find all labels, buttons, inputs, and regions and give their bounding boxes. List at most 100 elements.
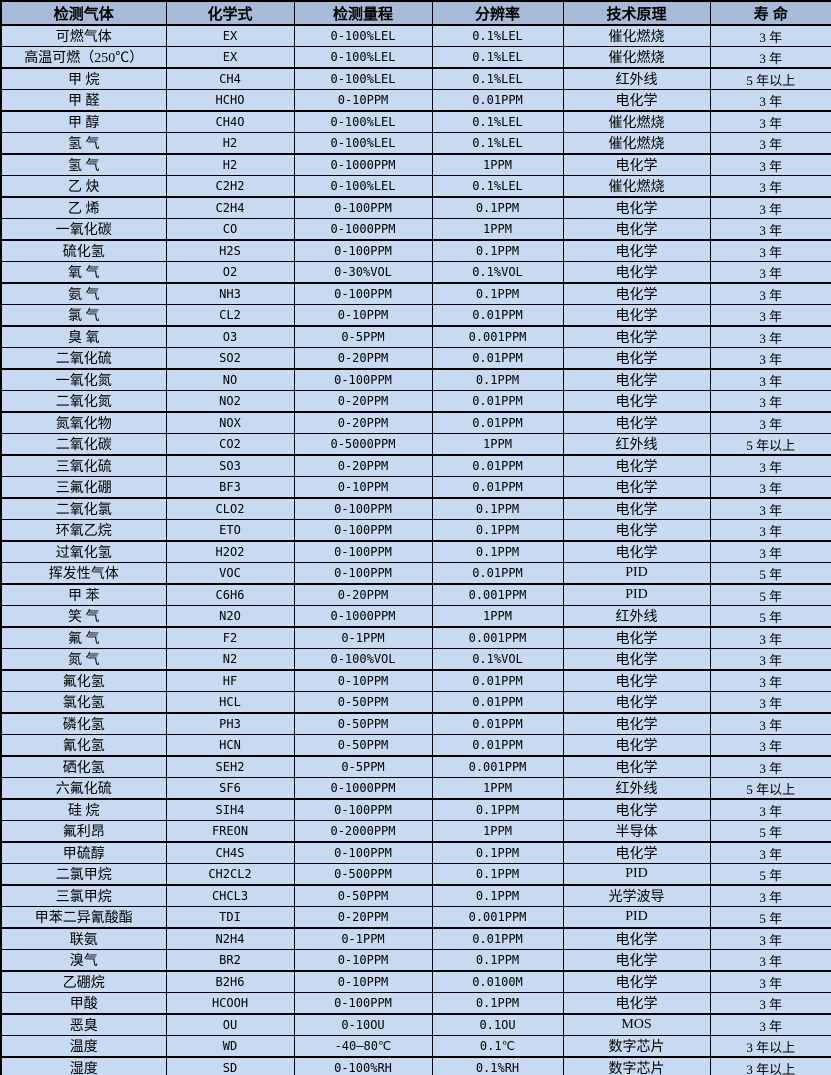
resolution-cell: 0.01PPM <box>431 89 564 112</box>
detection-range-cell: 0-20PPM <box>293 906 433 929</box>
resolution-cell: 0.1%VOL <box>431 648 564 671</box>
table-row: 温度 WD -40—80℃ 0.1℃ 数字芯片 3 年以上 <box>0 1035 831 1058</box>
detection-range-cell: 0-100%LEL <box>293 110 433 133</box>
lifespan-cell: 5 年以上 <box>709 67 831 90</box>
gas-name-cell: 氯 气 <box>0 304 167 327</box>
gas-name-cell: 挥发性气体 <box>0 562 167 585</box>
lifespan-cell: 3 年 <box>709 347 831 370</box>
lifespan-cell: 5 年以上 <box>709 777 831 800</box>
chemical-formula-cell: NO2 <box>165 390 295 413</box>
lifespan-cell: 3 年 <box>709 519 831 542</box>
table-row: 乙 炔 C2H2 0-100%LEL 0.1%LEL 催化燃烧 3 年 <box>0 175 831 198</box>
chemical-formula-cell: C6H6 <box>165 583 295 606</box>
resolution-cell: 0.1%LEL <box>431 46 564 69</box>
chemical-formula-cell: CH4S <box>165 841 295 864</box>
chemical-formula-cell: C2H2 <box>165 175 295 198</box>
lifespan-cell: 3 年 <box>709 175 831 198</box>
detection-range-cell: 0-100%VOL <box>293 648 433 671</box>
table-row: 氮 气 N2 0-100%VOL 0.1%VOL 电化学 3 年 <box>0 648 831 671</box>
gas-name-cell: 甲酸 <box>0 992 167 1015</box>
technology-principle-cell: 电化学 <box>562 454 711 477</box>
gas-name-cell: 磷化氢 <box>0 712 167 735</box>
gas-name-cell: 溴气 <box>0 949 167 972</box>
technology-principle-cell: MOS <box>562 1013 711 1036</box>
technology-principle-cell: 电化学 <box>562 261 711 284</box>
gas-name-cell: 甲硫醇 <box>0 841 167 864</box>
technology-principle-cell: 电化学 <box>562 798 711 821</box>
lifespan-cell: 5 年 <box>709 583 831 606</box>
gas-name-cell: 二氧化硫 <box>0 347 167 370</box>
chemical-formula-cell: N2 <box>165 648 295 671</box>
chemical-formula-cell: HCL <box>165 691 295 714</box>
resolution-cell: 0.1%LEL <box>431 175 564 198</box>
gas-name-cell: 湿度 <box>0 1056 167 1075</box>
technology-principle-cell: 催化燃烧 <box>562 24 711 47</box>
technology-principle-cell: 电化学 <box>562 970 711 993</box>
chemical-formula-cell: SEH2 <box>165 755 295 778</box>
table-row: 一氧化氮 NO 0-100PPM 0.1PPM 电化学 3 年 <box>0 368 831 391</box>
lifespan-cell: 3 年 <box>709 970 831 993</box>
chemical-formula-cell: WD <box>165 1035 295 1058</box>
resolution-cell: 0.1%LEL <box>431 24 564 47</box>
table-row: 二氧化氮 NO2 0-20PPM 0.01PPM 电化学 3 年 <box>0 390 831 413</box>
gas-name-cell: 甲 醇 <box>0 110 167 133</box>
lifespan-cell: 5 年 <box>709 820 831 843</box>
lifespan-cell: 3 年 <box>709 755 831 778</box>
lifespan-cell: 3 年 <box>709 798 831 821</box>
detection-range-cell: 0-20PPM <box>293 454 433 477</box>
detection-range-cell: -40—80℃ <box>293 1035 433 1058</box>
resolution-cell: 0.1PPM <box>431 196 564 219</box>
lifespan-cell: 3 年 <box>709 497 831 520</box>
lifespan-cell: 5 年 <box>709 863 831 886</box>
lifespan-cell: 3 年 <box>709 712 831 735</box>
chemical-formula-cell: FREON <box>165 820 295 843</box>
resolution-cell: 0.1%VOL <box>431 261 564 284</box>
gas-name-cell: 恶臭 <box>0 1013 167 1036</box>
technology-principle-cell: 半导体 <box>562 820 711 843</box>
technology-principle-cell: 电化学 <box>562 712 711 735</box>
resolution-cell: 1PPM <box>431 777 564 800</box>
lifespan-cell: 3 年以上 <box>709 1035 831 1058</box>
gas-name-cell: 氢 气 <box>0 153 167 176</box>
chemical-formula-cell: F2 <box>165 626 295 649</box>
detection-range-cell: 0-10OU <box>293 1013 433 1036</box>
table-row: 氧 气 O2 0-30%VOL 0.1%VOL 电化学 3 年 <box>0 261 831 284</box>
table-row: 氟利昂 FREON 0-2000PPM 1PPM 半导体 5 年 <box>0 820 831 843</box>
lifespan-cell: 3 年 <box>709 218 831 241</box>
detection-range-cell: 0-2000PPM <box>293 820 433 843</box>
resolution-cell: 0.01PPM <box>431 454 564 477</box>
gas-name-cell: 甲 烷 <box>0 67 167 90</box>
table-row: 一氧化碳 CO 0-1000PPM 1PPM 电化学 3 年 <box>0 218 831 241</box>
lifespan-cell: 3 年 <box>709 648 831 671</box>
chemical-formula-cell: TDI <box>165 906 295 929</box>
resolution-cell: 0.01PPM <box>431 390 564 413</box>
gas-name-cell: 臭 氧 <box>0 325 167 348</box>
detection-range-cell: 0-100PPM <box>293 562 433 585</box>
technology-principle-cell: 电化学 <box>562 411 711 434</box>
detection-range-cell: 0-20PPM <box>293 347 433 370</box>
technology-principle-cell: PID <box>562 583 711 606</box>
detection-range-cell: 0-100%RH <box>293 1056 433 1075</box>
technology-principle-cell: PID <box>562 906 711 929</box>
column-header-6: 寿 命 <box>709 0 831 26</box>
table-row: 二氧化碳 CO2 0-5000PPM 1PPM 红外线 5 年以上 <box>0 433 831 456</box>
resolution-cell: 0.1PPM <box>431 540 564 563</box>
chemical-formula-cell: CH4O <box>165 110 295 133</box>
gas-name-cell: 环氧乙烷 <box>0 519 167 542</box>
chemical-formula-cell: N2O <box>165 605 295 628</box>
resolution-cell: 0.01PPM <box>431 347 564 370</box>
resolution-cell: 0.01PPM <box>431 562 564 585</box>
gas-name-cell: 氯化氢 <box>0 691 167 714</box>
chemical-formula-cell: ETO <box>165 519 295 542</box>
resolution-cell: 0.1%LEL <box>431 110 564 133</box>
column-header-5: 技术原理 <box>562 0 711 26</box>
technology-principle-cell: 催化燃烧 <box>562 110 711 133</box>
resolution-cell: 0.01PPM <box>431 304 564 327</box>
technology-principle-cell: 催化燃烧 <box>562 46 711 69</box>
table-row: 甲酸 HCOOH 0-100PPM 0.1PPM 电化学 3 年 <box>0 992 831 1015</box>
resolution-cell: 0.001PPM <box>431 583 564 606</box>
chemical-formula-cell: H2S <box>165 239 295 262</box>
resolution-cell: 0.1PPM <box>431 497 564 520</box>
table-row: 联氨 N2H4 0-1PPM 0.01PPM 电化学 3 年 <box>0 927 831 950</box>
